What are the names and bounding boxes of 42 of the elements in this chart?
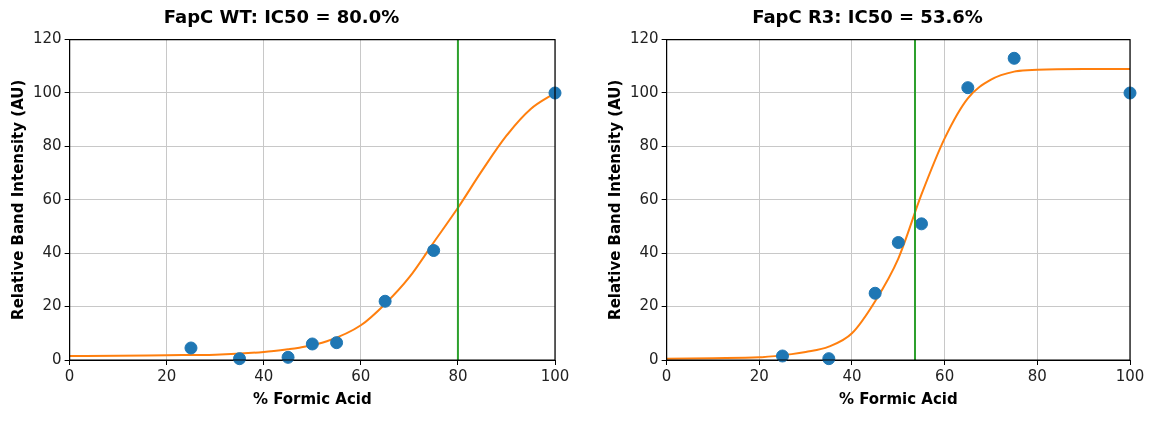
y-tick-label: 40 <box>639 243 659 262</box>
point <box>330 336 344 350</box>
y-tick-label: 120 <box>32 29 62 48</box>
point <box>961 81 975 95</box>
y-tick-label: 60 <box>42 189 62 208</box>
x-tick-label: 80 <box>1027 366 1047 385</box>
y-tick-label: 120 <box>629 29 659 48</box>
y-tick-label: 20 <box>639 296 659 315</box>
point <box>1007 51 1021 65</box>
point <box>891 236 905 250</box>
point <box>305 337 319 351</box>
y-tick-label: 80 <box>42 136 62 155</box>
y-axis-title: Relative Band Intensity (AU) <box>605 79 624 320</box>
x-axis-title: % Formic Acid <box>252 389 372 408</box>
y-axis-title: Relative Band Intensity (AU) <box>8 79 27 320</box>
y-tick-label: 0 <box>52 349 62 368</box>
x-tick-label: 100 <box>540 366 570 385</box>
point <box>378 294 392 308</box>
x-tick-label: 40 <box>842 366 862 385</box>
chart-title: FapC WT: IC50 = 80.0% <box>163 6 400 28</box>
x-axis-title: % Formic Acid <box>838 389 958 408</box>
y-tick-label: 100 <box>32 82 62 101</box>
x-tick-label: 60 <box>935 366 955 385</box>
x-tick-label: 20 <box>157 366 177 385</box>
y-tick-label: 60 <box>639 189 659 208</box>
y-tick-label: 20 <box>42 296 62 315</box>
x-tick-label: 100 <box>1115 366 1145 385</box>
point <box>184 341 198 355</box>
x-tick-label: 0 <box>661 366 672 385</box>
y-tick-label: 0 <box>649 349 659 368</box>
x-tick-label: 0 <box>64 366 75 385</box>
point <box>868 286 882 300</box>
y-tick-label: 100 <box>629 82 659 101</box>
x-tick-label: 60 <box>351 366 371 385</box>
point <box>427 244 441 258</box>
x-tick-label: 80 <box>448 366 468 385</box>
y-tick-label: 40 <box>42 243 62 262</box>
x-tick-label: 20 <box>749 366 769 385</box>
point <box>914 217 928 231</box>
y-tick-label: 80 <box>639 136 659 155</box>
x-tick-label: 40 <box>254 366 274 385</box>
chart-title: FapC R3: IC50 = 53.6% <box>752 6 983 28</box>
